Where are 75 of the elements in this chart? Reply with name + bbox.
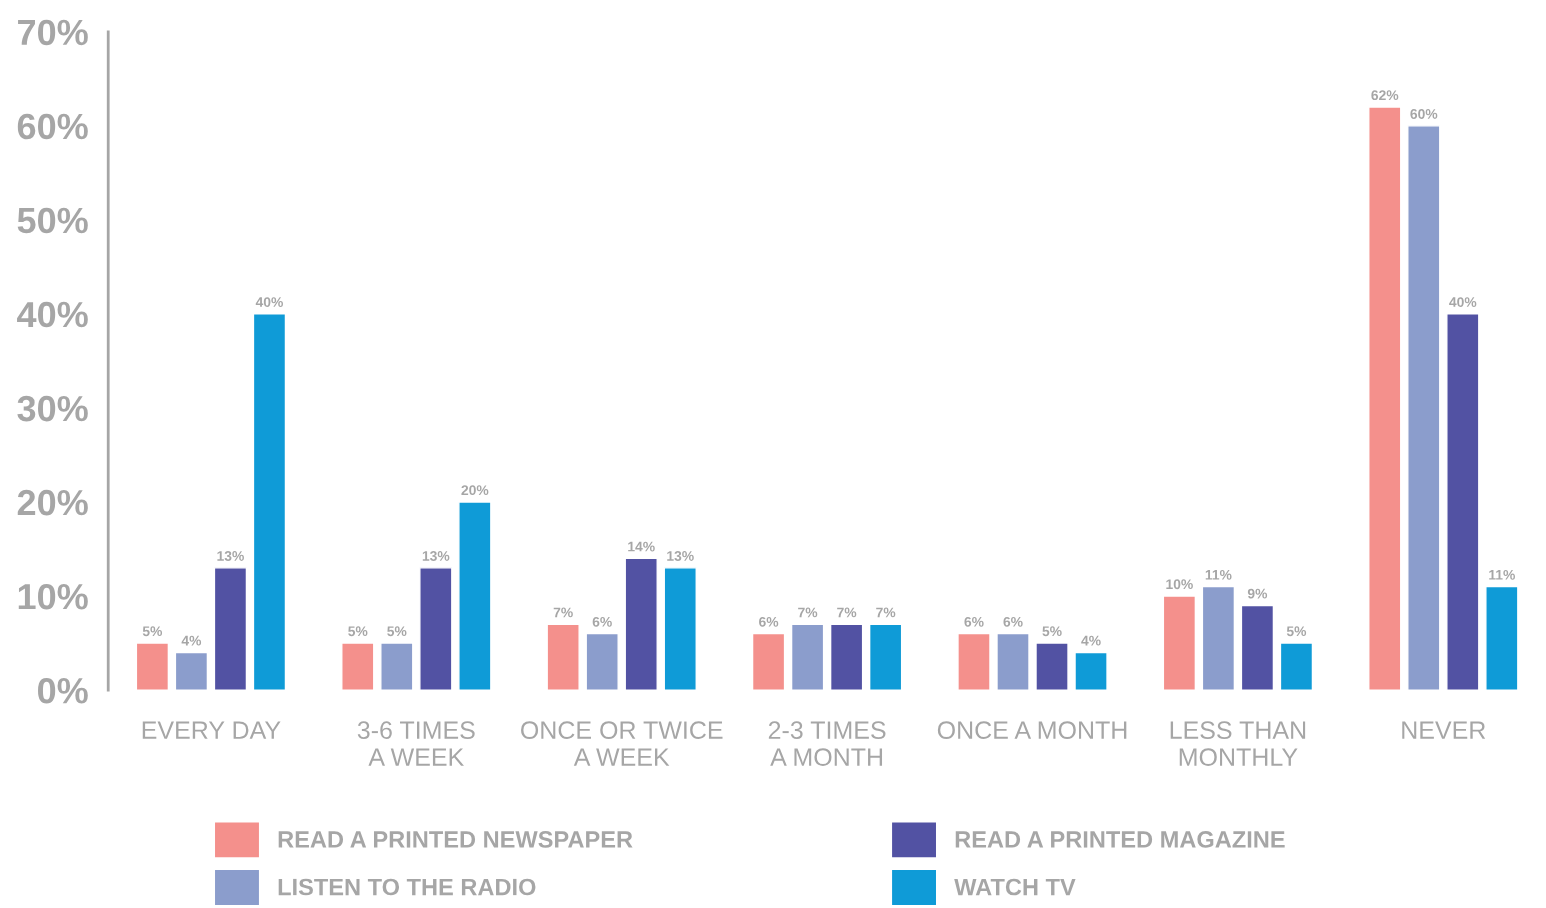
bar: [1074, 651, 1108, 691]
data-label: 40%: [1449, 297, 1477, 307]
y-tick-label: 30%: [17, 395, 88, 422]
data-label: 13%: [667, 551, 694, 561]
data-label: 5%: [142, 626, 163, 637]
bar: [996, 632, 1030, 691]
data-label: 4%: [1081, 635, 1101, 646]
bar: [458, 501, 492, 691]
x-tick-label: LESS THAN MONTHLY: [1170, 721, 1306, 766]
data-label: 60%: [1410, 109, 1438, 119]
x-tick-label: NEVER: [1402, 721, 1486, 739]
x-tick-label: 2-3 TIMES A MONTH: [768, 721, 886, 766]
bar: [1035, 642, 1069, 691]
bar: [790, 623, 825, 691]
legend-label: READ A PRINTED MAGAZINE: [955, 831, 1285, 848]
bar: [624, 557, 658, 691]
data-label: 5%: [387, 626, 407, 637]
x-tick-label: 3-6 TIMES A WEEK: [357, 721, 475, 766]
bar: [135, 642, 170, 691]
y-tick-label: 10%: [18, 583, 88, 610]
data-label: 5%: [348, 626, 368, 637]
data-label: 11%: [1489, 569, 1515, 580]
data-label: 5%: [1286, 626, 1307, 637]
data-label: 7%: [798, 607, 818, 618]
bar: [1162, 595, 1197, 691]
bar: [957, 632, 991, 691]
data-label: 7%: [837, 607, 857, 618]
bar: [585, 632, 619, 691]
bar: [174, 651, 209, 691]
bar: [1279, 642, 1314, 691]
bar: [1368, 106, 1402, 691]
y-tick-label: 50%: [17, 207, 88, 234]
data-label: 40%: [255, 297, 283, 307]
y-tick-label: 60%: [17, 113, 88, 140]
bar: [1407, 125, 1441, 691]
data-label: 7%: [553, 607, 573, 618]
data-label: 6%: [964, 616, 984, 627]
bar: [1240, 604, 1275, 691]
bar: [663, 567, 697, 691]
data-label: 4%: [181, 635, 202, 646]
bar: [751, 632, 786, 691]
x-tick-label: ONCE A MONTH: [937, 721, 1127, 739]
y-tick-label: 20%: [17, 489, 88, 516]
y-tick-label: 40%: [17, 301, 88, 328]
data-label: 13%: [422, 551, 450, 561]
bar: [380, 642, 414, 691]
data-label: 62%: [1371, 90, 1399, 101]
bar: [341, 642, 375, 691]
legend-label: LISTEN TO THE RADIO: [278, 878, 536, 896]
bar: [1446, 313, 1480, 691]
legend-label: WATCH TV: [954, 878, 1076, 896]
x-tick-label: ONCE OR TWICE A WEEK: [521, 721, 723, 766]
bar: [546, 623, 580, 691]
data-label: 6%: [1003, 616, 1023, 627]
y-tick-label: 70%: [18, 19, 88, 46]
data-label: 11%: [1205, 569, 1232, 580]
data-label: 6%: [759, 616, 779, 627]
data-label: 5%: [1042, 626, 1062, 637]
data-label: 6%: [592, 616, 612, 627]
bar: [1201, 585, 1236, 691]
bar: [419, 567, 453, 691]
data-label: 14%: [628, 541, 655, 552]
bar: [213, 567, 248, 691]
data-label: 20%: [461, 485, 489, 496]
y-tick-label: 0%: [38, 677, 88, 704]
data-label: 13%: [217, 551, 244, 561]
legend-label: READ A PRINTED NEWSPAPER: [278, 831, 633, 848]
bar: [252, 313, 287, 691]
bar: [868, 623, 903, 691]
data-label: 7%: [876, 607, 896, 618]
data-label: 9%: [1247, 588, 1268, 599]
data-label: 10%: [1166, 579, 1193, 590]
bar: [829, 623, 864, 691]
x-tick-label: EVERY DAY: [142, 721, 281, 739]
bar: [1485, 585, 1519, 691]
